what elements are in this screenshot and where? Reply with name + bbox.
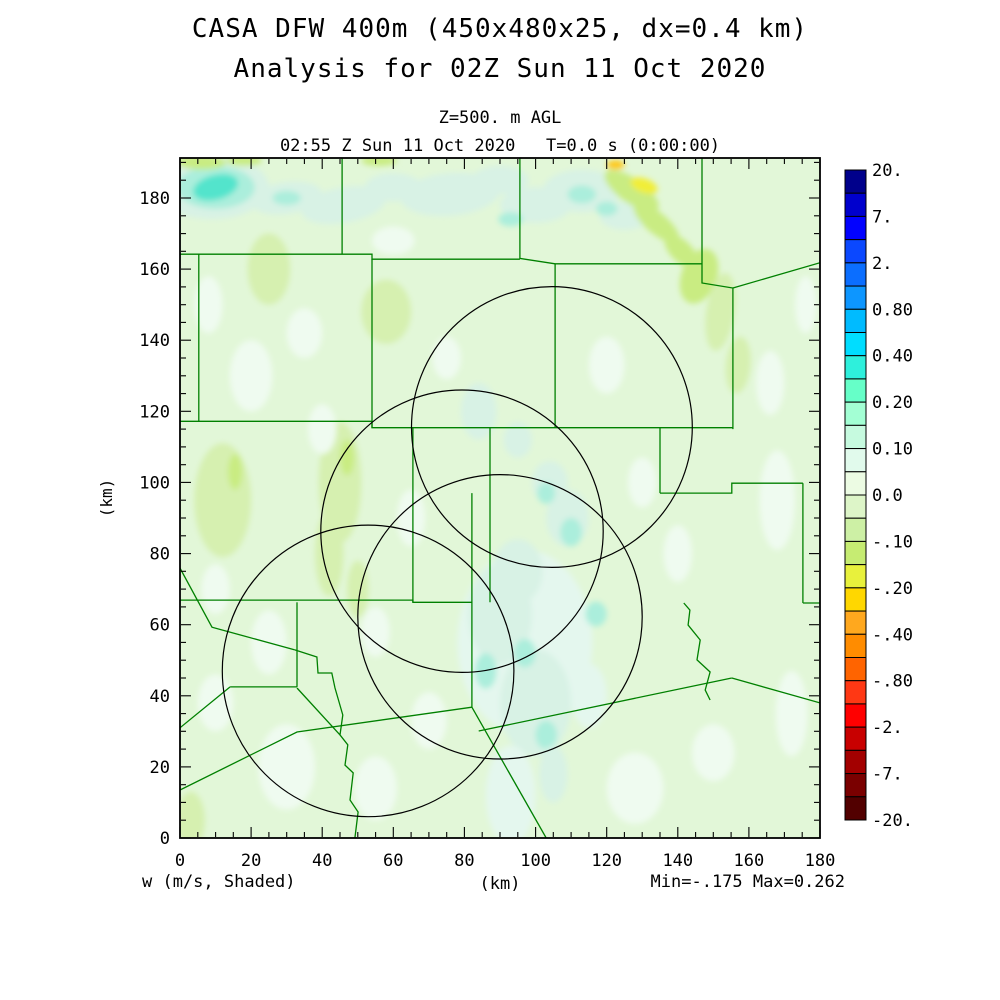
svg-text:80: 80: [454, 851, 474, 871]
minmax-caption: Min=-.175 Max=0.262: [650, 872, 845, 892]
x-axis-tick-labels: 0 20 40 60 80 100 120 140 160 180: [175, 851, 835, 871]
svg-text:20: 20: [150, 758, 170, 778]
svg-text:0.10: 0.10: [872, 440, 913, 460]
svg-text:0.0: 0.0: [872, 486, 903, 506]
axis-ticks: [179, 159, 821, 839]
svg-text:80: 80: [150, 545, 170, 565]
page-subtitle: Analysis for 02Z Sun 11 Oct 2020: [233, 54, 767, 84]
svg-text:7.: 7.: [872, 207, 892, 227]
w-field-shading: [180, 158, 817, 838]
page-title: CASA DFW 400m (450x480x25, dx=0.4 km): [191, 14, 809, 44]
level-label: Z=500. m AGL: [438, 108, 562, 128]
svg-text:120: 120: [591, 851, 622, 871]
svg-text:140: 140: [139, 331, 170, 351]
svg-text:-7.: -7.: [872, 765, 903, 785]
svg-text:0: 0: [160, 829, 170, 849]
svg-text:180: 180: [805, 851, 836, 871]
svg-text:160: 160: [734, 851, 765, 871]
radar-range-rings: [221, 286, 693, 818]
svg-text:60: 60: [150, 616, 170, 636]
svg-text:0.40: 0.40: [872, 347, 913, 367]
svg-text:180: 180: [139, 189, 170, 209]
field-caption: w (m/s, Shaded): [142, 872, 296, 892]
svg-text:100: 100: [139, 473, 170, 493]
svg-text:-.80: -.80: [872, 672, 913, 692]
svg-text:20: 20: [241, 851, 261, 871]
svg-text:100: 100: [520, 851, 551, 871]
svg-text:0.20: 0.20: [872, 393, 913, 413]
colorbar-labels: 20. 7. 2. 0.80 0.40 0.20 0.10 0.0 -.10 -.20 -.40 -.…: [872, 161, 913, 831]
svg-text:40: 40: [312, 851, 332, 871]
svg-text:40: 40: [150, 687, 170, 707]
y-axis-unit-label: (km): [97, 479, 116, 518]
time-label: 02:55 Z Sun 11 Oct 2020 T=0.0 s (0:00:00…: [279, 136, 721, 156]
y-axis-tick-labels: 0 20 40 60 80 100 120 140 160 180: [139, 189, 170, 849]
colorbar: [844, 169, 867, 821]
svg-text:-20.: -20.: [872, 811, 913, 831]
svg-text:-2.: -2.: [872, 718, 903, 738]
svg-text:-.10: -.10: [872, 532, 913, 552]
county-boundaries: [180, 158, 820, 838]
svg-text:-.20: -.20: [872, 579, 913, 599]
svg-text:160: 160: [139, 260, 170, 280]
x-axis-unit-caption: (km): [479, 874, 521, 894]
svg-text:2.: 2.: [872, 254, 892, 274]
plot-frame: [179, 157, 821, 839]
svg-text:20.: 20.: [872, 161, 903, 181]
svg-text:140: 140: [662, 851, 693, 871]
svg-text:-.40: -.40: [872, 625, 913, 645]
svg-text:0.80: 0.80: [872, 300, 913, 320]
svg-text:60: 60: [383, 851, 403, 871]
svg-text:120: 120: [139, 402, 170, 422]
svg-text:0: 0: [175, 851, 185, 871]
